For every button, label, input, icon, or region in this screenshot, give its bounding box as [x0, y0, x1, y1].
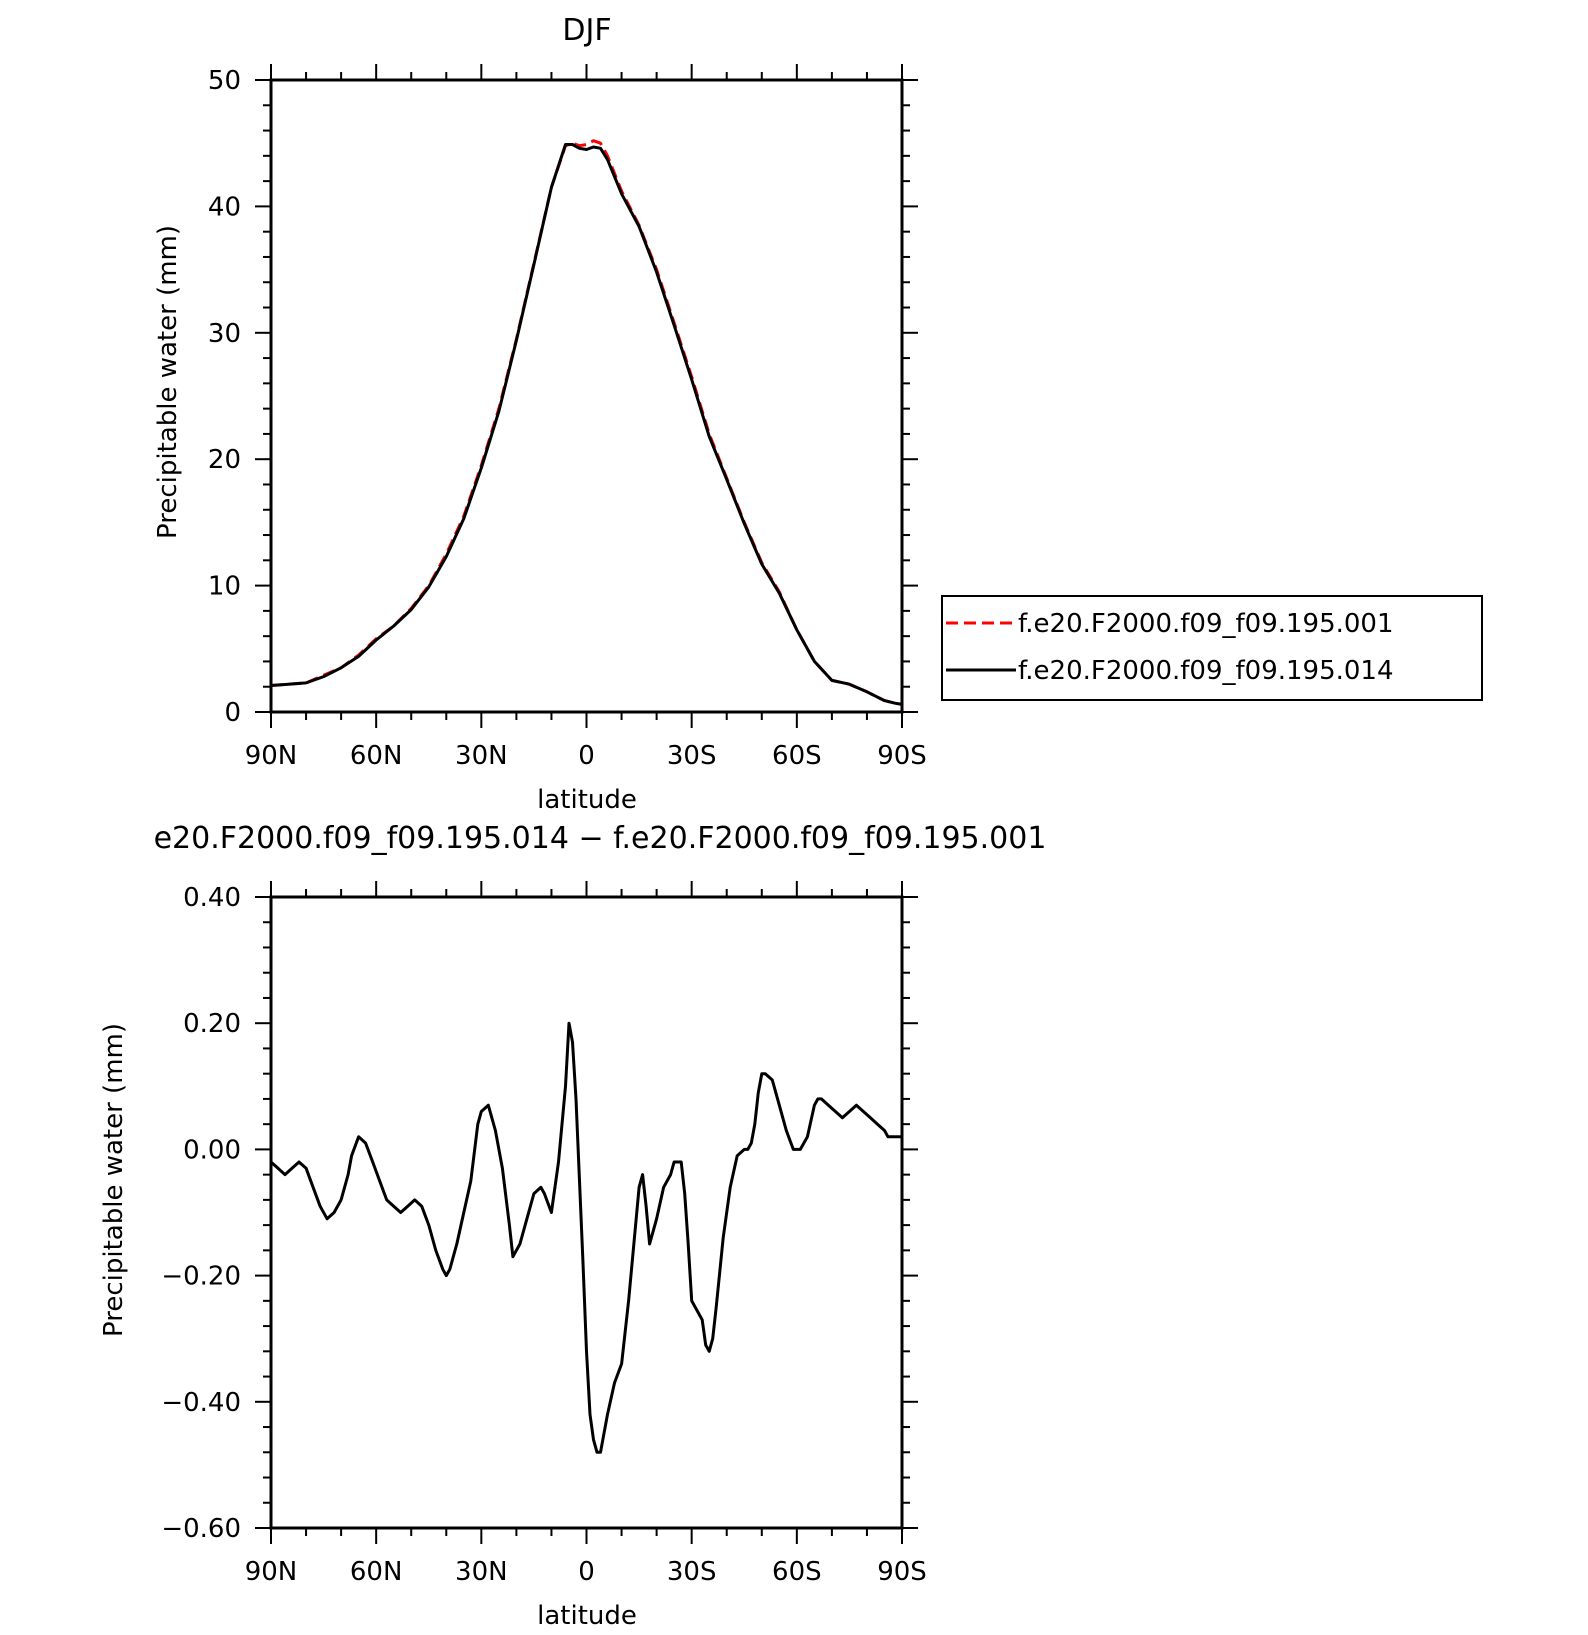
y-tick-label: 50	[208, 66, 241, 96]
y-tick-label: 0.00	[183, 1135, 241, 1165]
x-tick-label: 90N	[245, 741, 298, 771]
legend-label-series-1: f.e20.F2000.f09_f09.195.001	[1018, 609, 1394, 639]
x-tick-label: 90N	[245, 1557, 298, 1587]
y-tick-label: 20	[208, 445, 241, 475]
y-tick-label: −0.40	[161, 1388, 241, 1418]
series-line-1	[269, 1021, 902, 1454]
y-tick-label: 0.20	[183, 1009, 241, 1039]
x-tick-label: 30S	[667, 741, 717, 771]
x-axis-label: latitude	[537, 785, 637, 815]
x-tick-label: 90S	[877, 1557, 927, 1587]
plot-area: 90N 60N 30N 0 30S 60S 90S −0.60 −0.40 −0.20 0.00 0.…	[161, 881, 927, 1587]
series-line-1	[270, 139, 903, 706]
plot-frame	[269, 78, 904, 714]
chart-title: e20.F2000.f09_f09.195.014 − f.e20.F2000.…	[154, 821, 1047, 856]
x-tick-label: 90S	[877, 741, 927, 771]
y-tick-label: −0.60	[161, 1514, 241, 1544]
legend: f.e20.F2000.f09_f09.195.001 f.e20.F2000.…	[941, 595, 1483, 701]
chart-panel-difference: e20.F2000.f09_f09.195.014 − f.e20.F2000.…	[99, 821, 1046, 1631]
legend-box	[941, 595, 1483, 701]
x-tick-label: 30N	[455, 741, 508, 771]
x-tick-label: 0	[578, 1557, 595, 1587]
x-tick-label: 60S	[772, 741, 822, 771]
x-tick-label: 0	[578, 741, 595, 771]
y-tick-label: 0	[224, 698, 241, 728]
x-axis-label: latitude	[537, 1601, 637, 1631]
x-tick-label: 60N	[350, 1557, 403, 1587]
y-axis-label: Precipitable water (mm)	[99, 1023, 129, 1337]
chart-panel-mean: DJF 90N 60N 30N 0 30S 60S 90S 0 10 20 30 40 50 latit…	[153, 13, 1483, 815]
legend-label-series-2: f.e20.F2000.f09_f09.195.014	[1018, 656, 1394, 686]
y-tick-label: 40	[208, 192, 241, 222]
plot-frame	[269, 895, 904, 1530]
y-tick-label: −0.20	[161, 1262, 241, 1292]
x-tick-label: 60S	[772, 1557, 822, 1587]
y-tick-label: 0.40	[183, 883, 241, 913]
x-tick-label: 60N	[350, 741, 403, 771]
plot-area: 90N 60N 30N 0 30S 60S 90S 0 10 20 30 40 50	[208, 64, 927, 771]
series-line-2	[270, 143, 903, 706]
chart-title: DJF	[562, 13, 611, 48]
y-axis-label: Precipitable water (mm)	[153, 225, 183, 539]
x-tick-label: 30N	[455, 1557, 508, 1587]
y-tick-label: 30	[208, 319, 241, 349]
x-tick-label: 30S	[667, 1557, 717, 1587]
y-tick-label: 10	[208, 572, 241, 602]
